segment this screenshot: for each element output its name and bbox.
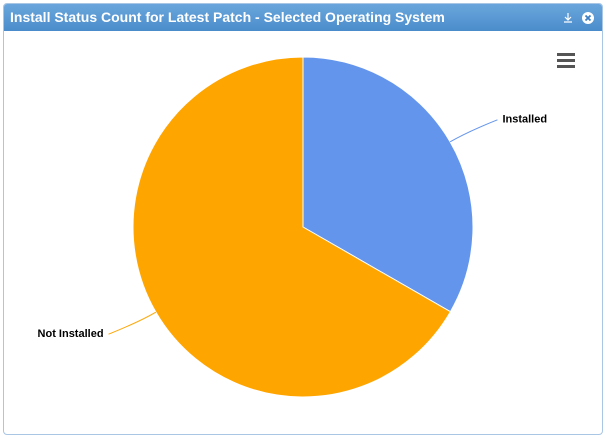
slice-label: Installed xyxy=(502,114,547,126)
menu-button[interactable] xyxy=(557,53,575,68)
header-icons xyxy=(564,12,594,24)
chart: Installed Not Installed xyxy=(38,53,575,398)
connector xyxy=(108,311,157,335)
connector xyxy=(449,119,498,143)
slice-label: Not Installed xyxy=(38,328,104,340)
pie-slice xyxy=(302,56,474,313)
panel-header: Install Status Count for Latest Patch - … xyxy=(4,4,602,31)
panel-title: Install Status Count for Latest Patch - … xyxy=(10,9,445,25)
panel: Install Status Count for Latest Patch - … xyxy=(3,3,603,435)
download-icon[interactable] xyxy=(564,13,572,23)
